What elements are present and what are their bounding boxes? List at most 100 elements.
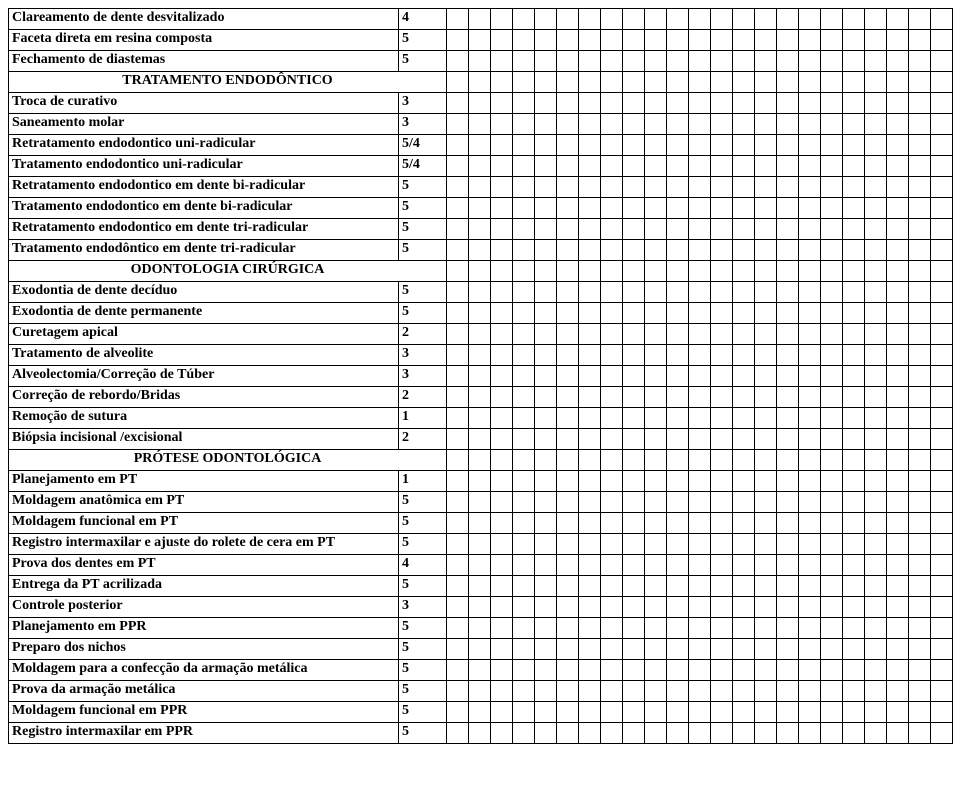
grid-cell [491, 219, 513, 240]
procedure-label: Tratamento de alveolite [9, 345, 399, 366]
grid-cell [513, 366, 535, 387]
grid-cell [491, 513, 513, 534]
grid-cell [711, 534, 733, 555]
grid-cell [799, 156, 821, 177]
table-row: Retratamento endodontico em dente bi-rad… [9, 177, 953, 198]
grid-cell [513, 93, 535, 114]
grid-cell [447, 660, 469, 681]
grid-cell [711, 660, 733, 681]
procedure-label: Planejamento em PPR [9, 618, 399, 639]
grid-cell [865, 345, 887, 366]
grid-cell [623, 9, 645, 30]
table-row: Saneamento molar3 [9, 114, 953, 135]
grid-cell [799, 9, 821, 30]
grid-cell [557, 576, 579, 597]
procedure-label: Registro intermaxilar em PPR [9, 723, 399, 744]
grid-cell [601, 408, 623, 429]
grid-cell [557, 9, 579, 30]
procedure-value: 3 [399, 366, 447, 387]
grid-cell [865, 408, 887, 429]
grid-cell [865, 597, 887, 618]
grid-cell [469, 639, 491, 660]
grid-cell [579, 240, 601, 261]
grid-cell [821, 72, 843, 93]
grid-cell [711, 240, 733, 261]
grid-cell [491, 408, 513, 429]
grid-cell [931, 429, 953, 450]
grid-cell [733, 639, 755, 660]
table-row: Planejamento em PT1 [9, 471, 953, 492]
grid-cell [799, 660, 821, 681]
procedure-value: 5 [399, 639, 447, 660]
grid-cell [469, 261, 491, 282]
grid-cell [931, 660, 953, 681]
grid-cell [711, 135, 733, 156]
grid-cell [557, 492, 579, 513]
grid-cell [909, 681, 931, 702]
grid-cell [843, 9, 865, 30]
procedure-label: Prova dos dentes em PT [9, 555, 399, 576]
grid-cell [447, 177, 469, 198]
grid-cell [821, 324, 843, 345]
grid-cell [469, 303, 491, 324]
grid-cell [579, 513, 601, 534]
procedure-label: Exodontia de dente decíduo [9, 282, 399, 303]
grid-cell [513, 618, 535, 639]
grid-cell [909, 72, 931, 93]
procedure-value: 1 [399, 471, 447, 492]
grid-cell [535, 51, 557, 72]
grid-cell [623, 576, 645, 597]
grid-cell [843, 702, 865, 723]
grid-cell [931, 408, 953, 429]
table-row: Moldagem para a confecção da armação met… [9, 660, 953, 681]
grid-cell [755, 114, 777, 135]
grid-cell [777, 261, 799, 282]
grid-cell [469, 93, 491, 114]
grid-cell [667, 156, 689, 177]
grid-cell [843, 681, 865, 702]
grid-cell [689, 240, 711, 261]
grid-cell [931, 513, 953, 534]
procedure-value: 5 [399, 240, 447, 261]
table-row: Troca de curativo3 [9, 93, 953, 114]
grid-cell [667, 471, 689, 492]
grid-cell [887, 72, 909, 93]
grid-cell [865, 93, 887, 114]
grid-cell [931, 639, 953, 660]
grid-cell [491, 240, 513, 261]
grid-cell [601, 177, 623, 198]
grid-cell [689, 366, 711, 387]
grid-cell [909, 282, 931, 303]
grid-cell [865, 135, 887, 156]
grid-cell [865, 681, 887, 702]
grid-cell [689, 51, 711, 72]
grid-cell [689, 660, 711, 681]
grid-cell [887, 681, 909, 702]
grid-cell [887, 177, 909, 198]
grid-cell [689, 492, 711, 513]
grid-cell [689, 282, 711, 303]
procedure-value: 5 [399, 51, 447, 72]
grid-cell [601, 450, 623, 471]
grid-cell [689, 471, 711, 492]
grid-cell [821, 9, 843, 30]
grid-cell [777, 198, 799, 219]
grid-cell [623, 408, 645, 429]
grid-cell [777, 93, 799, 114]
grid-cell [733, 9, 755, 30]
grid-cell [601, 303, 623, 324]
grid-cell [447, 156, 469, 177]
grid-cell [733, 702, 755, 723]
grid-cell [689, 324, 711, 345]
grid-cell [469, 219, 491, 240]
grid-cell [579, 450, 601, 471]
grid-cell [909, 156, 931, 177]
grid-cell [601, 345, 623, 366]
grid-cell [491, 9, 513, 30]
grid-cell [645, 366, 667, 387]
grid-cell [843, 576, 865, 597]
grid-cell [887, 219, 909, 240]
grid-cell [865, 387, 887, 408]
grid-cell [557, 345, 579, 366]
grid-cell [469, 30, 491, 51]
